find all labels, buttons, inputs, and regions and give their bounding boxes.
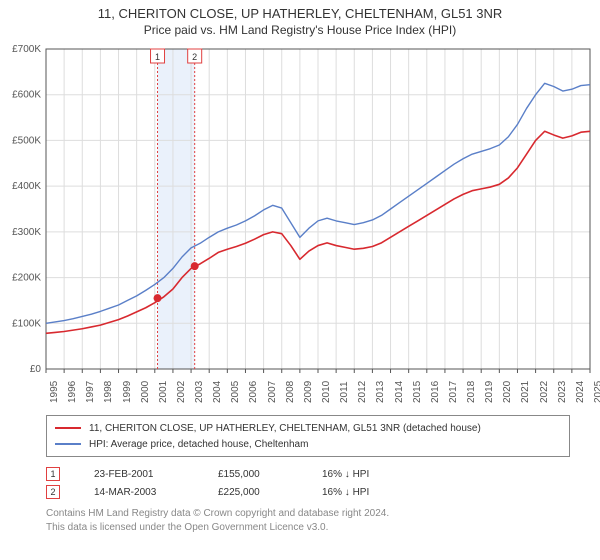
marker-date: 14-MAR-2003 [94,487,184,498]
svg-text:£500K: £500K [12,135,41,146]
x-tick-label: 2002 [176,381,187,403]
line-chart-svg: £0 £100K £200K £300K £400K £500K £600K £700K 1 2 [0,39,600,409]
x-tick-label: 2015 [412,381,423,403]
x-tick-label: 1995 [49,381,60,403]
x-tick-label: 1999 [122,381,133,403]
chart-title-line1: 11, CHERITON CLOSE, UP HATHERLEY, CHELTE… [0,6,600,21]
svg-text:£300K: £300K [12,227,41,238]
svg-text:1: 1 [155,52,160,62]
x-tick-label: 2003 [194,381,205,403]
marker-badge: 2 [46,485,60,499]
x-tick-label: 2017 [448,381,459,403]
marker-delta: 16% ↓ HPI [322,469,369,480]
legend-swatch-blue [55,443,81,445]
marker-badge: 1 [46,467,60,481]
marker-row: 2 14-MAR-2003 £225,000 16% ↓ HPI [46,483,570,501]
x-tick-label: 2014 [394,381,405,403]
x-tick-label: 2011 [339,381,350,403]
svg-text:£200K: £200K [12,273,41,284]
x-tick-label: 2022 [539,381,550,403]
x-tick-label: 2006 [248,381,259,403]
x-tick-label: 1996 [67,381,78,403]
marker-price: £155,000 [218,469,288,480]
attribution: Contains HM Land Registry data © Crown c… [46,507,570,534]
x-tick-label: 1998 [103,381,114,403]
x-tick-label: 2010 [321,381,332,403]
chart-title-block: 11, CHERITON CLOSE, UP HATHERLEY, CHELTE… [0,0,600,39]
x-tick-label: 2005 [230,381,241,403]
x-tick-label: 2004 [212,381,223,403]
marker-number: 1 [50,469,55,479]
legend-swatch-red [55,427,81,429]
svg-text:£400K: £400K [12,181,41,192]
x-tick-label: 2012 [357,381,368,403]
x-tick-label: 2023 [557,381,568,403]
x-tick-label: 2007 [267,381,278,403]
x-tick-label: 2000 [140,381,151,403]
legend-row: 11, CHERITON CLOSE, UP HATHERLEY, CHELTE… [55,420,561,436]
marker-price: £225,000 [218,487,288,498]
x-tick-label: 2008 [285,381,296,403]
x-tick-label: 2024 [575,381,586,403]
chart-title-line2: Price paid vs. HM Land Registry's House … [0,23,600,37]
svg-text:£700K: £700K [12,44,41,55]
chart-area: £0£100K£200K£300K£400K£500K£600K£700K12 … [0,39,600,409]
marker-delta: 16% ↓ HPI [322,487,369,498]
x-tick-label: 2009 [303,381,314,403]
attribution-line: This data is licensed under the Open Gov… [46,521,570,535]
x-tick-label: 2025 [593,381,600,403]
svg-text:£600K: £600K [12,90,41,101]
svg-text:£100K: £100K [12,318,41,329]
x-tick-label: 2013 [375,381,386,403]
svg-text:2: 2 [192,52,197,62]
x-tick-label: 2019 [484,381,495,403]
legend: 11, CHERITON CLOSE, UP HATHERLEY, CHELTE… [46,415,570,457]
legend-label: HPI: Average price, detached house, Chel… [89,439,308,450]
x-tick-label: 1997 [85,381,96,403]
svg-text:£0: £0 [30,364,42,375]
x-tick-label: 2020 [502,381,513,403]
legend-row: HPI: Average price, detached house, Chel… [55,436,561,452]
marker-row: 1 23-FEB-2001 £155,000 16% ↓ HPI [46,465,570,483]
x-tick-label: 2018 [466,381,477,403]
x-tick-label: 2001 [158,381,169,403]
marker-number: 2 [50,487,55,497]
marker-date: 23-FEB-2001 [94,469,184,480]
x-tick-label: 2016 [430,381,441,403]
x-tick-label: 2021 [520,381,531,403]
attribution-line: Contains HM Land Registry data © Crown c… [46,507,570,521]
legend-label: 11, CHERITON CLOSE, UP HATHERLEY, CHELTE… [89,423,481,434]
markers-table: 1 23-FEB-2001 £155,000 16% ↓ HPI 2 14-MA… [46,465,570,501]
